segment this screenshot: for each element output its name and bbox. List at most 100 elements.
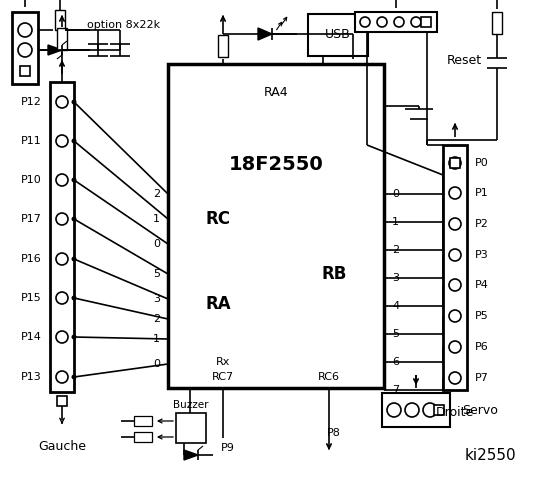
Text: Reset: Reset (447, 53, 482, 67)
Text: 5: 5 (153, 269, 160, 279)
Text: 5: 5 (392, 329, 399, 339)
Circle shape (56, 96, 68, 108)
Text: RB: RB (321, 265, 347, 283)
Circle shape (56, 371, 68, 383)
Text: 4: 4 (392, 301, 399, 311)
Circle shape (411, 17, 421, 27)
Circle shape (449, 341, 461, 353)
Bar (443, 145, 467, 390)
Circle shape (449, 310, 461, 322)
Text: 0: 0 (153, 359, 160, 369)
Bar (168, 64, 384, 388)
Circle shape (449, 372, 461, 384)
Bar (55, 10, 65, 30)
Circle shape (56, 213, 68, 225)
Text: 1: 1 (153, 334, 160, 344)
Text: P0: P0 (475, 158, 489, 168)
Bar (134, 432, 152, 442)
Text: P8: P8 (327, 428, 341, 438)
Text: 0: 0 (153, 239, 160, 249)
Text: 3: 3 (153, 294, 160, 304)
Circle shape (56, 253, 68, 265)
Circle shape (449, 187, 461, 199)
Bar (50, 82, 74, 392)
Text: 7: 7 (392, 385, 399, 395)
Text: 2: 2 (153, 314, 160, 324)
Text: P14: P14 (21, 332, 42, 342)
Bar (57, 396, 67, 406)
Text: 18F2550: 18F2550 (228, 155, 324, 173)
Circle shape (394, 17, 404, 27)
Text: Gauche: Gauche (38, 441, 86, 454)
Text: Droite: Droite (436, 406, 474, 419)
Bar (57, 28, 67, 50)
Text: 2: 2 (392, 245, 399, 255)
Polygon shape (184, 450, 198, 460)
Text: RA4: RA4 (264, 85, 288, 98)
Text: P1: P1 (475, 188, 489, 198)
Circle shape (56, 331, 68, 343)
Circle shape (449, 279, 461, 291)
Text: 1: 1 (153, 214, 160, 224)
Bar (20, 66, 30, 76)
Bar (12, 12, 38, 84)
Text: 0: 0 (392, 189, 399, 199)
Text: ki2550: ki2550 (464, 447, 516, 463)
Polygon shape (258, 28, 272, 40)
Text: Buzzer: Buzzer (173, 400, 208, 410)
Circle shape (18, 43, 32, 57)
Text: P11: P11 (21, 136, 42, 146)
Text: 2: 2 (153, 189, 160, 199)
Text: P4: P4 (475, 280, 489, 290)
Circle shape (18, 23, 32, 37)
Circle shape (377, 17, 387, 27)
Circle shape (387, 403, 401, 417)
Bar (218, 35, 228, 57)
Text: option 8x22k: option 8x22k (87, 20, 160, 30)
Circle shape (449, 218, 461, 230)
Text: P5: P5 (475, 311, 489, 321)
Circle shape (71, 139, 76, 144)
Bar (492, 12, 502, 34)
Text: 3: 3 (392, 273, 399, 283)
Bar (308, 14, 368, 56)
Text: P3: P3 (475, 250, 489, 260)
Polygon shape (48, 45, 62, 55)
Text: P2: P2 (475, 219, 489, 229)
Circle shape (71, 216, 76, 221)
Circle shape (71, 99, 76, 105)
Text: P10: P10 (21, 175, 42, 185)
Circle shape (449, 249, 461, 261)
Text: RC: RC (206, 210, 231, 228)
Bar (434, 405, 444, 415)
Text: P6: P6 (475, 342, 489, 352)
Bar (355, 12, 437, 32)
Circle shape (56, 135, 68, 147)
Text: P12: P12 (21, 97, 42, 107)
Text: RC6: RC6 (318, 372, 340, 382)
Bar (134, 416, 152, 426)
Circle shape (360, 17, 370, 27)
Text: P16: P16 (21, 254, 42, 264)
Text: Rx: Rx (216, 357, 230, 367)
Text: USB: USB (325, 28, 351, 41)
Bar (382, 393, 450, 427)
Text: P15: P15 (21, 293, 42, 303)
Circle shape (71, 374, 76, 380)
Text: P7: P7 (475, 373, 489, 383)
Circle shape (449, 157, 461, 169)
Text: 1: 1 (392, 217, 399, 227)
Text: P17: P17 (21, 214, 42, 224)
Circle shape (56, 174, 68, 186)
Bar (421, 17, 431, 27)
Text: 6: 6 (392, 357, 399, 367)
Circle shape (71, 178, 76, 182)
Circle shape (423, 403, 437, 417)
Circle shape (56, 292, 68, 304)
Text: RA: RA (205, 295, 231, 313)
Circle shape (71, 335, 76, 339)
Circle shape (71, 296, 76, 300)
Text: RC7: RC7 (212, 372, 234, 382)
Text: P9: P9 (221, 443, 235, 453)
Bar (176, 413, 206, 443)
